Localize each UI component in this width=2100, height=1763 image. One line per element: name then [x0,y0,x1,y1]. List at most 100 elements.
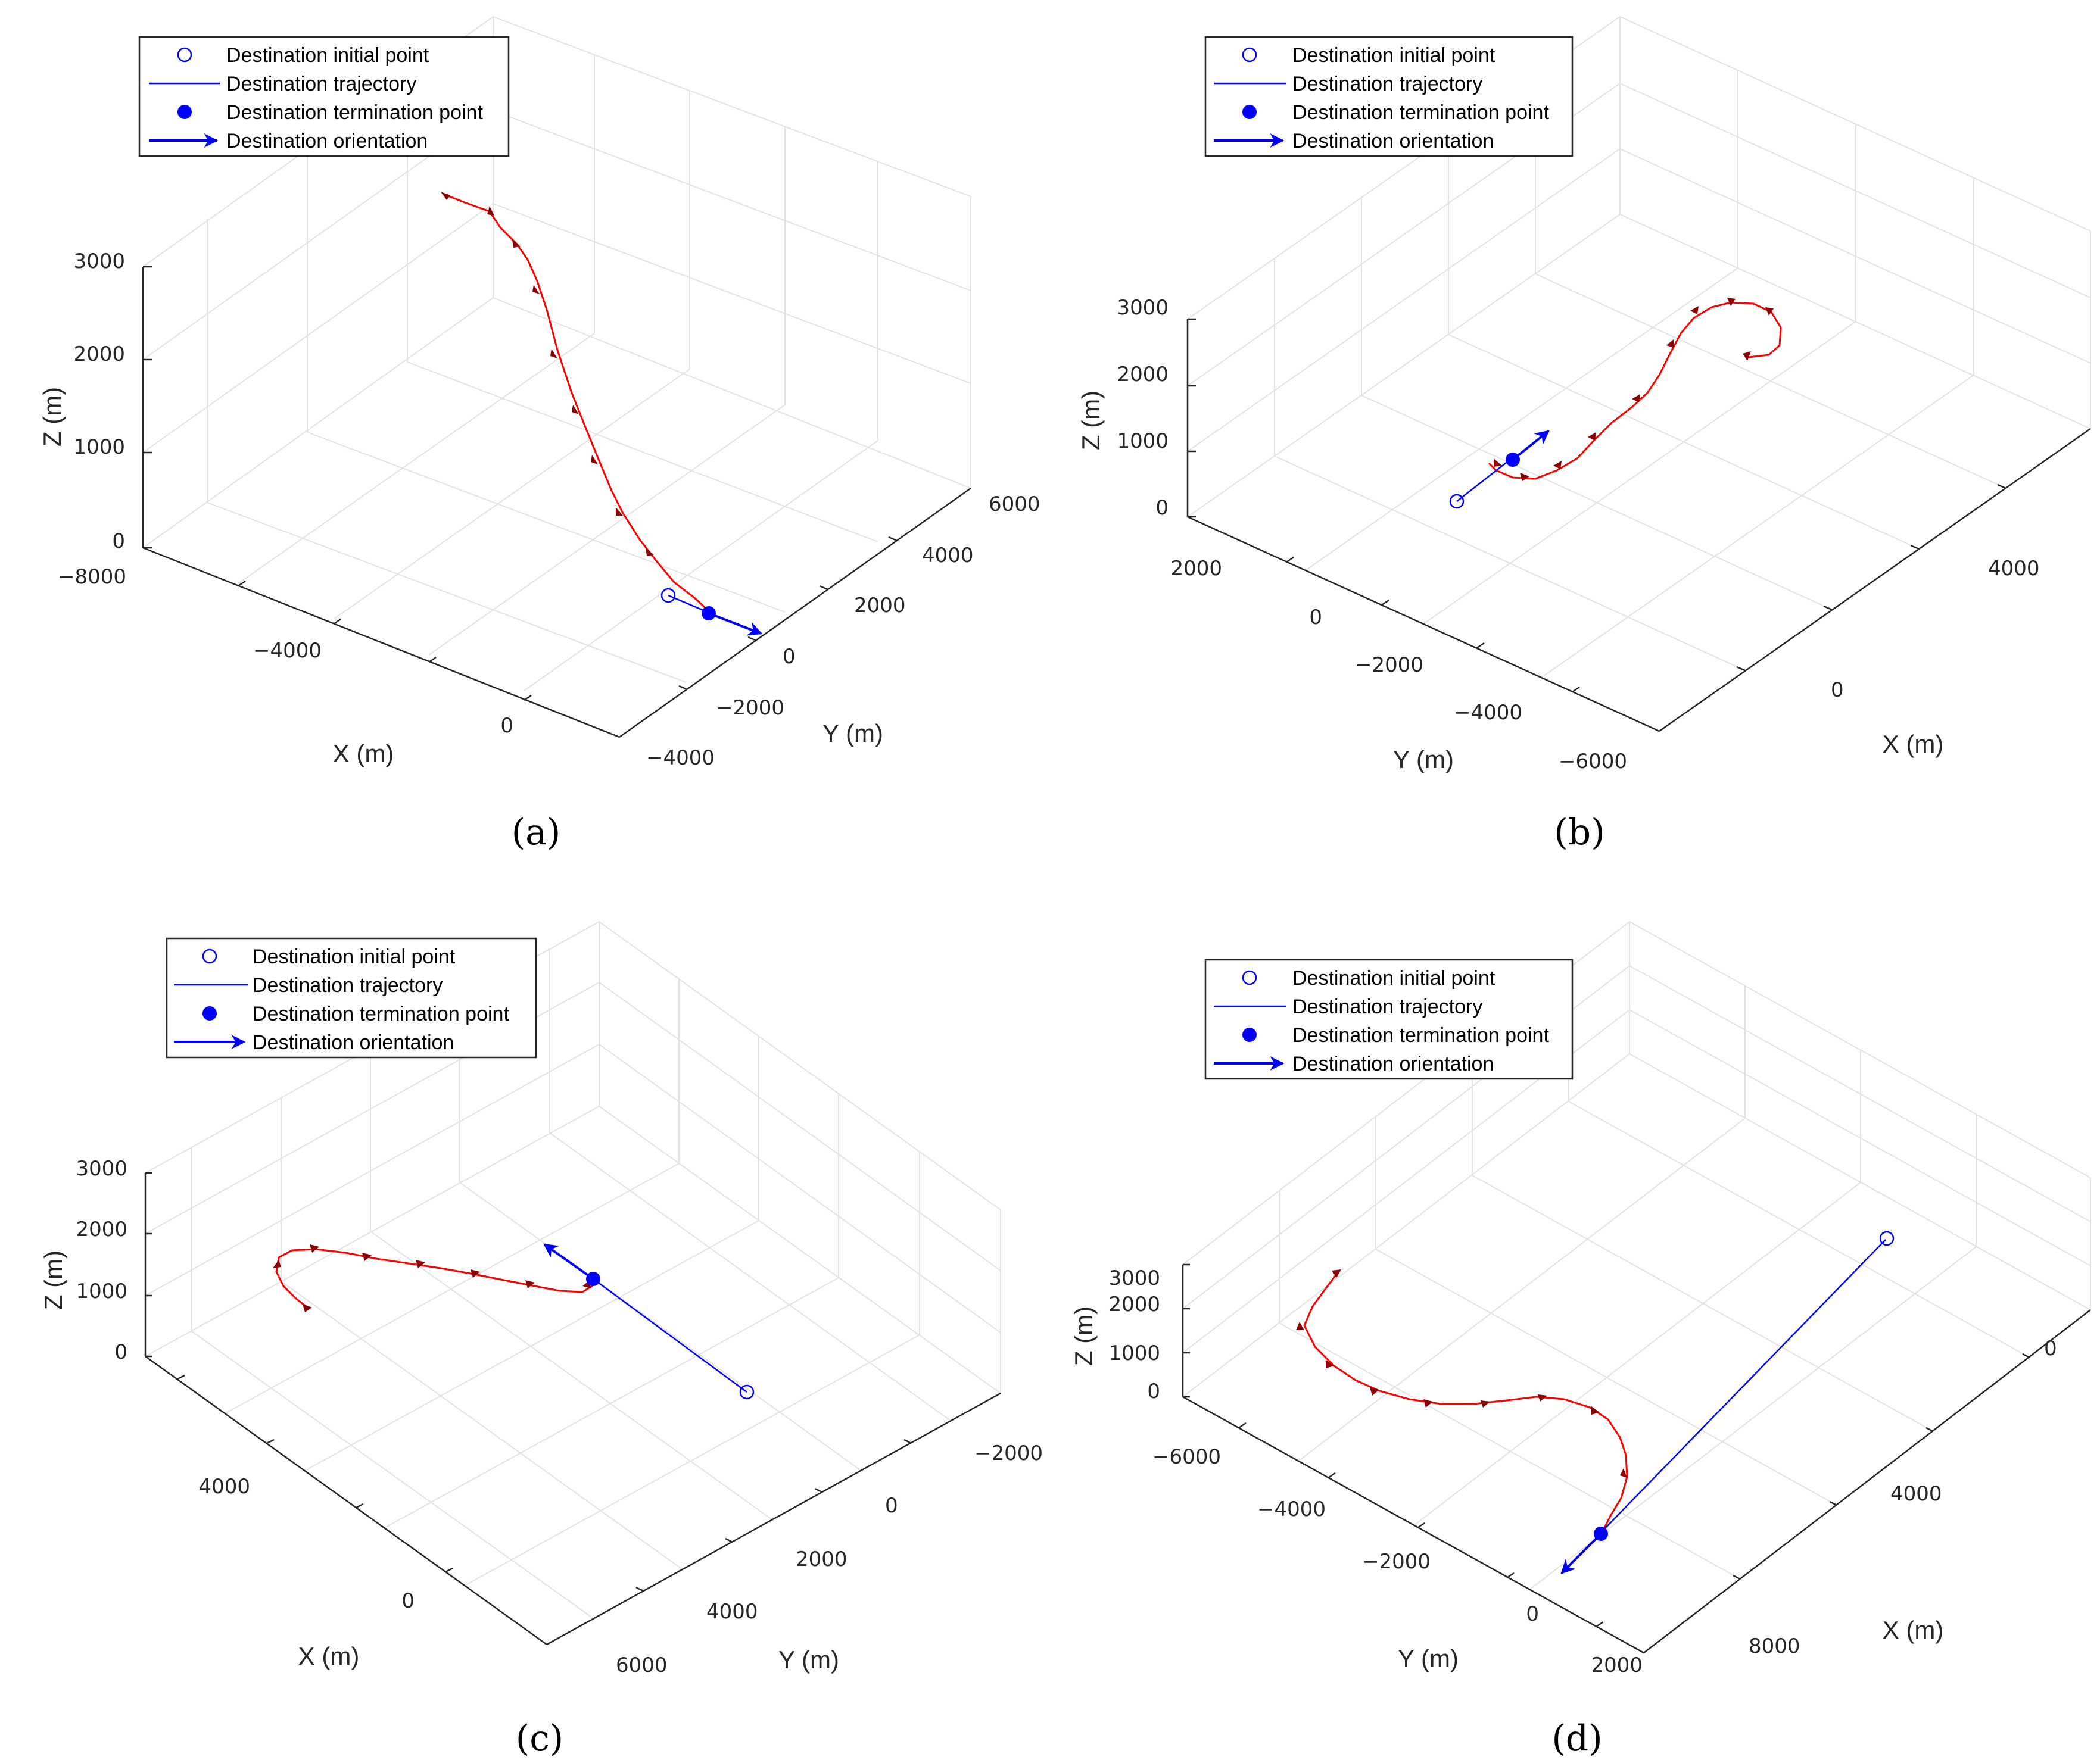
aircraft-markers-d [1296,1269,1627,1478]
yticks-c-4: −2000 [974,1441,1043,1465]
yticks-a-4: 4000 [922,544,974,567]
ylabel-a: Y (m) [822,719,883,747]
yticks-a-2: 0 [783,645,796,669]
zticks-d-2: 2000 [1108,1293,1160,1316]
legend-a-initial: Destination initial point [226,44,429,67]
xticks-c-1: 4000 [198,1475,250,1499]
legend-b-orientation: Destination orientation [1292,130,1494,152]
legend-c-termination: Destination termination point [253,1003,509,1025]
zticks-c-0: 0 [114,1340,127,1364]
zticks-c-2: 2000 [76,1218,127,1241]
zlabel-a: Z (m) [38,387,66,447]
trajectory-c [275,1248,594,1309]
yticks-b-4: 2000 [1170,557,1222,581]
ylabel-b: Y (m) [1393,745,1454,773]
axes-b [1186,318,2091,732]
zlabel-c: Z (m) [39,1250,67,1310]
panel-d: 3000 2000 1000 0 −6000 −4000 −2000 0 200… [1070,921,2091,1759]
legend-a-orientation: Destination orientation [226,130,428,152]
yticks-c-1: 4000 [706,1600,758,1624]
dest-orientation-b [1512,430,1550,461]
yticks-d-4: 2000 [1591,1653,1643,1677]
zticks-b-1: 1000 [1117,429,1169,453]
panel-b: 3000 2000 1000 0 2000 0 −2000 −4000 −600… [1077,16,2091,853]
aircraft-markers-c [273,1244,591,1312]
grid-a [142,16,971,691]
yticks-d-0: −6000 [1152,1445,1221,1469]
caption-c: (c) [516,1718,563,1759]
ylabel-d: Y (m) [1398,1645,1459,1672]
dest-trajectory-b [1456,458,1512,502]
yticks-c-0: 6000 [616,1653,668,1677]
zticks-b-3: 3000 [1117,296,1169,320]
zticks-c-3: 3000 [76,1157,127,1181]
legend-a-termination: Destination termination point [226,101,483,124]
dest-orientation-a [708,612,763,636]
xticks-d-0: 8000 [1749,1634,1800,1658]
xticks-d-1: 4000 [1890,1482,1942,1506]
legend-c-initial: Destination initial point [253,946,456,968]
zticks-a-3: 3000 [73,249,125,273]
trajectory-b [1488,301,1782,480]
dest-orientation-d [1560,1533,1602,1574]
xticks-a-1: −4000 [253,639,322,663]
aircraft-markers-b [1494,298,1774,481]
yticks-a-1: −2000 [716,696,784,720]
dest-trajectory-c [593,1278,747,1393]
dest-initial-d [1879,1231,1895,1246]
yticks-b-2: −2000 [1355,653,1423,677]
legend-c-trajectory: Destination trajectory [253,974,443,997]
zticks-a-2: 2000 [73,342,125,366]
xlabel-b: X (m) [1883,730,1944,758]
zticks-a-1: 1000 [73,435,125,459]
zticks-d-3: 3000 [1108,1266,1160,1290]
zticks-d-0: 0 [1147,1380,1160,1403]
axes-d [1182,1263,2091,1654]
grid-b [1187,16,2091,678]
legend-a-trajectory: Destination trajectory [226,73,416,95]
legend-d-initial: Destination initial point [1292,967,1495,990]
aircraft-markers-a [441,192,654,556]
yticks-b-1: −4000 [1454,701,1522,725]
trajectory-d [1303,1274,1628,1533]
xticks-c-0: 0 [401,1589,415,1613]
legend-b-termination: Destination termination point [1292,101,1549,124]
yticks-c-2: 2000 [796,1547,848,1571]
legend-a: Destination initial point Destination tr… [138,36,510,157]
panel-c: 3000 2000 1000 0 4000 0 6000 4000 2000 0… [39,921,1043,1759]
zticks-c-1: 1000 [76,1280,127,1303]
xticks-a-2: 0 [500,714,513,738]
panel-a: 3000 2000 1000 0 −8000 −4000 0 −4000 −20… [38,16,1040,853]
yticks-d-2: −2000 [1362,1550,1431,1574]
xlabel-a: X (m) [333,739,394,767]
yticks-d-3: 0 [1526,1602,1539,1626]
dest-initial-c [739,1384,755,1400]
yticks-b-3: 0 [1309,606,1322,629]
caption-b: (b) [1554,812,1604,853]
ylabel-c: Y (m) [778,1646,839,1674]
legend-d-termination: Destination termination point [1292,1024,1549,1047]
xticks-b-1: 4000 [1988,557,2040,581]
legend-b-trajectory: Destination trajectory [1292,73,1482,95]
legend-b: Destination initial point Destination tr… [1204,36,1574,157]
xticks-b-0: 0 [1831,678,1844,702]
zlabel-d: Z (m) [1070,1306,1098,1366]
zticks-d-1: 1000 [1108,1341,1160,1365]
zticks-b-2: 2000 [1117,363,1169,386]
dest-orientation-c [543,1243,594,1280]
legend-c-orientation: Destination orientation [253,1031,454,1054]
xlabel-c: X (m) [298,1642,360,1670]
yticks-a-3: 2000 [854,594,906,617]
legend-d-orientation: Destination orientation [1292,1053,1494,1075]
yticks-d-1: −4000 [1257,1497,1326,1521]
axes-c [144,1172,1001,1646]
yticks-a-5: 6000 [989,492,1040,516]
zticks-b-0: 0 [1155,496,1169,520]
trajectory-a [446,194,710,612]
dest-initial-a [660,588,676,603]
xticks-a-0: −8000 [58,565,126,589]
zlabel-b: Z (m) [1077,391,1105,450]
dest-trajectory-d [1600,1239,1886,1533]
dest-initial-b [1449,494,1465,509]
